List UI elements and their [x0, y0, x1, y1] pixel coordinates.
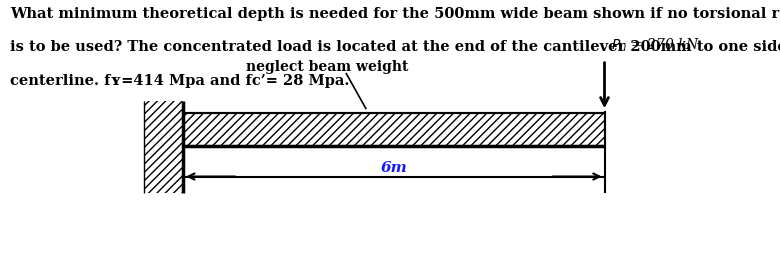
Text: What minimum theoretical depth is needed for the 500mm wide beam shown if no tor: What minimum theoretical depth is needed…: [10, 7, 780, 21]
Bar: [144, 101, 183, 193]
Text: 6m: 6m: [381, 161, 407, 175]
Text: is to be used? The concentrated load is located at the end of the cantilever 200: is to be used? The concentrated load is …: [10, 40, 780, 54]
Text: neglect beam weight: neglect beam weight: [246, 60, 409, 74]
Text: centerline. fʏ=414 Mpa and fc’= 28 Mpa.: centerline. fʏ=414 Mpa and fc’= 28 Mpa.: [10, 74, 349, 88]
Bar: [183, 113, 604, 146]
Text: $P_u$ = 270 kN: $P_u$ = 270 kN: [611, 37, 700, 54]
